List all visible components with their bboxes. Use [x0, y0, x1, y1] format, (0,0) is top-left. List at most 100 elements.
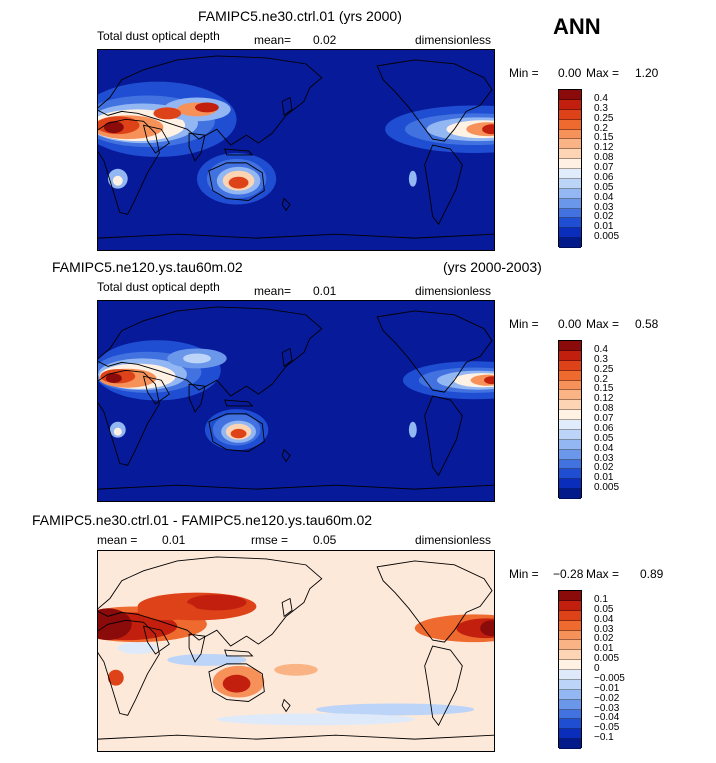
- colorbar-tick-label: −0.03: [594, 702, 620, 714]
- panel1-min-label: Min =: [509, 66, 539, 80]
- panel2-colorbar: [558, 340, 582, 499]
- colorbar-swatch: [559, 390, 581, 401]
- field-region: [315, 703, 475, 716]
- panel2-max-value: 0.58: [635, 317, 659, 331]
- panel3-map: [97, 550, 495, 752]
- panel2-years: (yrs 2000-2003): [443, 259, 542, 275]
- panel2-min-value: 0.00: [558, 317, 582, 331]
- coastline: [376, 59, 493, 142]
- panel1-max-value: 1.20: [635, 66, 659, 80]
- panel3-rmse-label: rmse =: [251, 533, 289, 547]
- colorbar-tick-label: 0.03: [594, 623, 614, 635]
- coastline: [281, 347, 293, 368]
- field-region: [107, 669, 124, 686]
- field-region: [230, 428, 247, 439]
- colorbar-swatch: [559, 400, 581, 411]
- colorbar-tick-label: 0.05: [594, 181, 614, 193]
- coastline: [98, 306, 323, 397]
- colorbar-tick-label: 0.02: [594, 211, 614, 223]
- coastline: [224, 148, 254, 156]
- colorbar-swatch: [559, 341, 581, 351]
- panel1-min-value: 0.00: [558, 66, 582, 80]
- colorbar-swatch: [559, 109, 581, 120]
- coastline: [98, 484, 494, 490]
- coastline: [208, 413, 265, 452]
- colorbar-swatch: [559, 129, 581, 140]
- colorbar-tick-label: 0.25: [594, 363, 614, 375]
- coastline: [424, 395, 463, 477]
- colorbar-swatch: [559, 99, 581, 110]
- colorbar-tick-label: −0.005: [594, 672, 625, 684]
- coastline: [281, 197, 291, 212]
- panel1-mean-value: 0.02: [313, 33, 337, 47]
- field-region: [167, 653, 247, 666]
- colorbar-tick-label: 0.05: [594, 432, 614, 444]
- field-region: [103, 121, 124, 134]
- colorbar-swatch: [559, 591, 581, 601]
- colorbar-tick-label: 0.01: [594, 472, 614, 484]
- panel2-max-label: Max =: [586, 317, 620, 331]
- colorbar-swatch: [559, 90, 581, 100]
- colorbar-tick-label: 0.1: [594, 593, 608, 605]
- colorbar-swatch: [559, 218, 581, 229]
- colorbar-tick-label: 0.07: [594, 413, 614, 424]
- colorbar-swatch: [559, 439, 581, 450]
- field-region: [98, 608, 132, 641]
- coastline: [281, 597, 293, 618]
- colorbar-tick-label: 0.005: [594, 482, 620, 494]
- coastline: [142, 625, 170, 655]
- panel3-max-value: 0.89: [640, 567, 664, 581]
- colorbar-swatch: [559, 380, 581, 391]
- panel1-title: FAMIPC5.ne30.ctrl.01 (yrs 2000): [198, 8, 402, 24]
- colorbar-tick-label: 0.3: [594, 353, 608, 365]
- colorbar-tick-label: 0.08: [594, 152, 614, 164]
- colorbar-swatch: [559, 159, 581, 169]
- colorbar-tick-label: 0.005: [594, 231, 620, 243]
- colorbar-tick-label: 0.12: [594, 393, 614, 405]
- colorbar-swatch: [559, 650, 581, 661]
- coastline: [224, 649, 254, 657]
- panel3-min-label: Min =: [509, 567, 539, 581]
- colorbar-tick-label: 0.03: [594, 201, 614, 213]
- colorbar-swatch: [559, 139, 581, 150]
- colorbar-swatch: [559, 370, 581, 381]
- field-region: [113, 427, 122, 436]
- field-region: [274, 663, 318, 676]
- colorbar-tick-label: −0.05: [594, 722, 620, 734]
- field-region: [480, 620, 494, 637]
- colorbar-tick-label: 0.06: [594, 422, 614, 434]
- colorbar-tick-label: 0.2: [594, 373, 608, 385]
- colorbar-swatch: [559, 410, 581, 420]
- colorbar-swatch: [559, 630, 581, 641]
- panel2-variable: Total dust optical depth: [97, 280, 220, 294]
- panel2-mean-value: 0.01: [313, 284, 337, 298]
- coastline: [98, 233, 494, 239]
- colorbar-tick-label: 0.25: [594, 112, 614, 124]
- field-region: [216, 713, 415, 726]
- panel2-title: FAMIPC5.ne120.ys.tau60m.02: [52, 259, 243, 275]
- field-region: [195, 102, 219, 113]
- coastline: [98, 369, 160, 466]
- colorbar-swatch: [559, 208, 581, 219]
- coastline: [188, 633, 206, 663]
- colorbar-tick-label: 0.3: [594, 102, 608, 114]
- panel3-max-label: Max =: [586, 567, 620, 581]
- field-region: [408, 170, 417, 187]
- panel2-min-label: Min =: [509, 317, 539, 331]
- coastline: [424, 144, 463, 226]
- coastline: [188, 132, 206, 162]
- field-region: [222, 674, 251, 693]
- field-region: [228, 176, 249, 189]
- field-region: [484, 376, 494, 385]
- map-canvas: [98, 301, 494, 501]
- field-region: [105, 373, 122, 383]
- colorbar-swatch: [559, 119, 581, 130]
- colorbar-tick-label: 0.04: [594, 442, 614, 454]
- map-canvas: [98, 50, 494, 250]
- colorbar-tick-label: 0.05: [594, 603, 614, 615]
- colorbar-swatch: [559, 719, 581, 730]
- panel1-colorbar: [558, 89, 582, 248]
- panel1-variable: Total dust optical depth: [97, 29, 220, 43]
- colorbar-swatch: [559, 679, 581, 690]
- field-region: [153, 107, 182, 120]
